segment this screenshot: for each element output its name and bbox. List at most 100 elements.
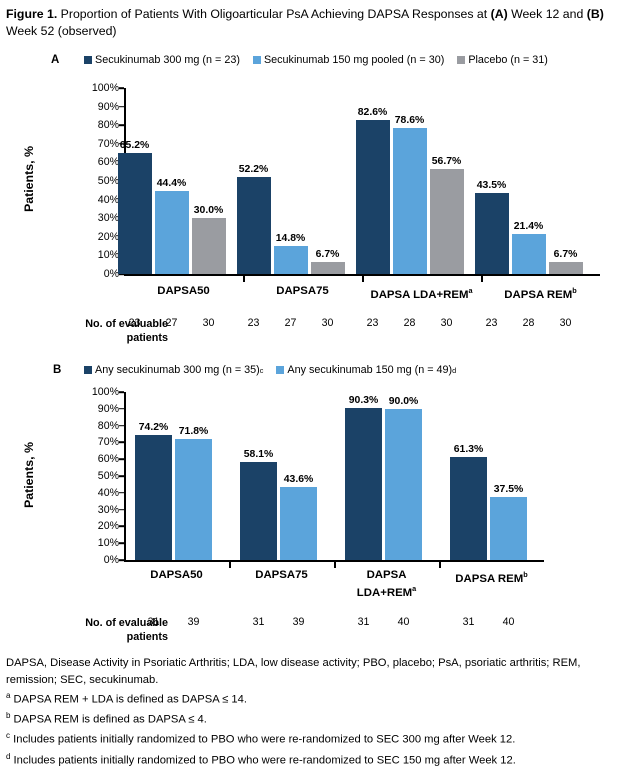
y-tick-label: 90% [97,402,119,415]
y-tick-label: 70% [97,436,119,449]
bar-value-label: 30.0% [193,205,224,217]
y-tick-mark [119,408,124,410]
x-category-label: DAPSA50 [124,284,243,298]
legend-b: Any secukinumab 300 mg (n = 35) c Any secu… [84,365,469,376]
bar-value-label: 14.8% [275,233,306,245]
footnote-c-text: Includes patients initially randomized t… [10,734,516,747]
evaluable-patients-count: 30 [559,317,572,329]
evaluable-patients-count: 31 [462,616,475,628]
x-category-label: DAPSA50 [124,568,229,582]
bar[interactable]: 56.7% [429,156,464,274]
x-category-label-text: DAPSA LDA+REM [356,569,413,599]
bar[interactable]: 6.7% [310,249,345,274]
evaluable-patients-count: 31 [147,616,160,628]
y-tick-label: 40% [97,193,119,206]
x-category-label: DAPSA75 [229,568,334,582]
bar-value-label: 90.0% [388,395,419,407]
bar[interactable]: 37.5% [490,484,527,560]
x-category-label-text: DAPSA LDA+REM [370,288,469,301]
x-category-label-text: DAPSA50 [157,285,210,297]
y-tick-mark [119,492,124,494]
x-axis-line [124,274,600,276]
y-tick-mark [119,475,124,477]
bar[interactable]: 65.2% [117,140,152,274]
legend-item[interactable]: Secukinumab 150 mg pooled (n = 30) [252,55,444,66]
legend-swatch-icon [457,56,466,65]
x-category-label-text: DAPSA REM [504,288,573,301]
bar-value-label: 90.3% [348,395,379,407]
bar[interactable]: 43.6% [280,474,317,560]
bar[interactable]: 43.5% [474,180,509,274]
bar[interactable]: 78.6% [392,115,427,274]
x-category-label: DAPSA REMb [481,284,600,302]
x-tick-mark [362,276,364,282]
bar[interactable]: 90.3% [345,395,382,560]
evaluable-patients-count: 30 [202,317,215,329]
y-tick-label: 20% [97,520,119,533]
bar-value-label: 61.3% [453,444,484,456]
legend-item[interactable]: Secukinumab 300 mg (n = 23) [84,55,240,66]
x-tick-mark [243,276,245,282]
x-category-superscript: a [412,584,417,593]
bar[interactable]: 58.1% [240,449,277,560]
y-tick-label: 70% [97,137,119,150]
legend-item-label: Secukinumab 300 mg (n = 23) [95,54,240,66]
bar[interactable]: 30.0% [191,205,226,274]
y-tick-mark [119,508,124,511]
footnote-a-marker: a [6,691,11,700]
bar[interactable]: 74.2% [135,422,172,560]
x-category-label-text: DAPSA75 [276,285,329,297]
plot-area-a: 0% 10% 20% 30% 40% 50% 60% 70% 80% 90% 100% 65.2% 44… [92,82,600,301]
evaluable-patients-count: 30 [440,317,453,329]
footnote-c: c Includes patients initially randomized… [6,728,622,748]
x-category-label: DAPSA75 [243,284,362,298]
bar[interactable]: 6.7% [548,249,583,274]
x-category-superscript: b [572,286,577,295]
y-tick-label: 80% [97,419,119,432]
evaluable-patients-count: 40 [397,616,410,628]
y-tick-mark [119,525,124,528]
evaluable-patients-label-line: patients [126,332,168,344]
panel-letter-a: A [51,54,60,66]
bar[interactable]: 52.2% [236,164,271,274]
legend-swatch-icon [84,56,92,65]
bar[interactable]: 90.0% [385,396,422,560]
bar[interactable]: 21.4% [511,221,546,274]
bar[interactable]: 82.6% [355,107,390,274]
legend-item-label: Any secukinumab 150 mg (n = 49) [287,364,453,376]
legend-item[interactable]: Placebo (n = 31) [457,55,548,66]
footnote-c-marker: c [6,731,10,741]
footnote-a: a DAPSA REM + LDA is defined as DAPSA ≤ … [6,688,622,708]
bar-value-label: 65.2% [119,139,150,151]
y-tick-label: 60% [97,156,119,169]
plot-area-b: 0% 10% 20% 30% 40% 50% 60% 70% 80% 90% 100% 74.2% 71… [92,386,544,599]
legend-superscript: d [452,365,457,375]
y-tick-mark [119,441,124,444]
evaluable-patients-count: 31 [252,616,265,628]
bar[interactable]: 61.3% [450,444,487,560]
bar-value-label: 37.5% [493,484,524,495]
bar[interactable]: 14.8% [273,233,308,274]
bar-value-label: 44.4% [156,178,187,190]
y-tick-label: 50% [97,175,119,187]
evaluable-patients-count: 23 [128,317,141,329]
legend-item[interactable]: Any secukinumab 300 mg (n = 35) c [84,365,263,376]
bar[interactable]: 71.8% [175,426,212,560]
y-tick-mark [119,87,124,89]
evaluable-patients-count: 39 [292,616,305,628]
bar-value-label: 6.7% [553,248,578,260]
x-category-superscript: b [523,570,528,579]
bar-value-label: 52.2% [238,163,269,175]
evaluable-patients-label: No. of evaluable patients [38,317,168,345]
bar[interactable]: 44.4% [154,178,189,274]
y-tick-label: 40% [97,486,119,499]
y-tick-label: 0% [103,554,119,566]
evaluable-patients-count: 28 [403,317,416,329]
legend-item-label: Any secukinumab 300 mg (n = 35) [95,364,260,376]
evaluable-patients-count: 39 [187,616,200,628]
evaluable-patients-count: 23 [247,317,260,329]
evaluable-patients-count: 27 [165,317,178,329]
footnote-b-marker: b [6,711,11,721]
y-tick-mark [119,143,124,145]
legend-item[interactable]: Any secukinumab 150 mg (n = 49) d [276,365,456,376]
